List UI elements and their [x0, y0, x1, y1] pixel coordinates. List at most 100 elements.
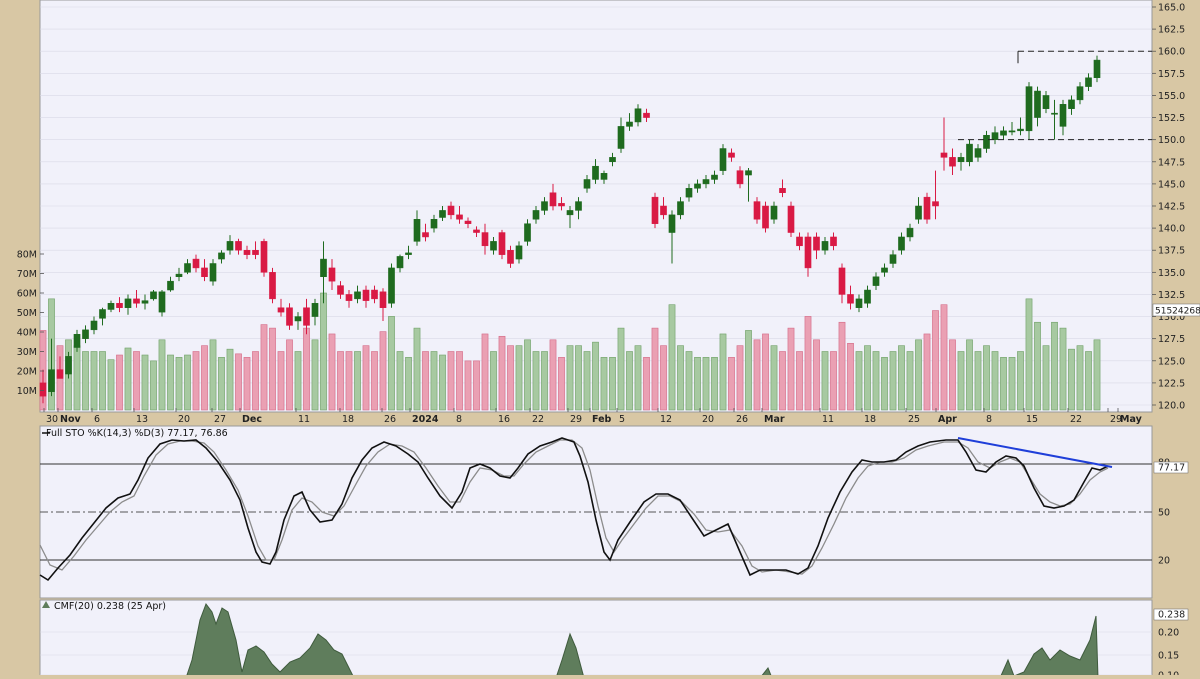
- volume-bar: [354, 351, 361, 411]
- candle-body: [243, 249, 251, 255]
- candle-body: [430, 219, 438, 229]
- date-tick-label: 29: [1110, 414, 1122, 425]
- volume-bar: [694, 357, 701, 411]
- candle-body: [974, 148, 982, 158]
- date-tick-label: 6: [94, 414, 100, 425]
- volume-bar: [515, 345, 523, 411]
- cmf-value-box: [1153, 608, 1189, 621]
- candle-body: [1093, 59, 1101, 79]
- volume-bar: [1025, 298, 1033, 411]
- date-tick-label: 8: [456, 414, 462, 425]
- volume-bar: [243, 357, 251, 411]
- stochastic-d-line: [39, 439, 1109, 575]
- candle-body: [277, 307, 285, 313]
- candle-body: [260, 241, 268, 273]
- candle-body: [1076, 86, 1084, 101]
- volume-bar: [1000, 357, 1007, 411]
- date-tick-label: 8: [986, 414, 992, 425]
- candle-body: [498, 232, 506, 255]
- candle-body: [167, 280, 174, 291]
- volume-axis: 80M 70M 60M 50M 40M 30M 20M 10M: [17, 250, 44, 397]
- candle-body: [745, 170, 752, 176]
- volume-bar: [286, 339, 293, 411]
- candle-body: [702, 179, 710, 185]
- candle-body: [218, 252, 225, 260]
- candle-body: [226, 241, 234, 251]
- candle-body: [133, 298, 140, 304]
- candle-body: [328, 267, 336, 282]
- volume-tick-label: 10M: [17, 386, 37, 397]
- candle-body: [957, 157, 965, 163]
- volume-bar: [609, 357, 616, 411]
- volume-bar: [685, 351, 693, 411]
- date-tick-label: Apr: [938, 414, 957, 425]
- volume-bar: [320, 292, 327, 411]
- volume-bar: [549, 339, 557, 411]
- stochastic-tick-label: 77.17: [1158, 463, 1185, 474]
- candle-body: [949, 157, 956, 167]
- volume-bar: [218, 357, 225, 411]
- date-tick-label: Nov: [60, 414, 81, 425]
- candle-body: [634, 108, 642, 123]
- volume-bar: [201, 345, 208, 411]
- volume-bar: [677, 345, 684, 411]
- volume-bar: [116, 354, 123, 411]
- candle-body: [558, 203, 565, 207]
- candle-body: [507, 249, 514, 264]
- price-tick-label: 155.0: [1158, 91, 1185, 102]
- volume-bar: [711, 357, 718, 411]
- stochastic-trendline: [957, 437, 1113, 468]
- candle-body: [422, 232, 429, 238]
- date-tick-label: Feb: [592, 414, 612, 425]
- candle-body: [379, 291, 387, 308]
- volume-bar: [575, 345, 582, 411]
- candle-body: [311, 303, 319, 317]
- date-tick-label: 11: [822, 414, 834, 425]
- price-tick-label: 122.5: [1158, 378, 1185, 389]
- candle-body: [337, 285, 344, 295]
- volume-bar: [872, 351, 880, 411]
- candle-body: [303, 307, 310, 326]
- volume-bar: [1093, 339, 1101, 411]
- price-tick-label: 140.0: [1158, 224, 1185, 235]
- volume-tick-label: 30M: [17, 347, 37, 358]
- candle-body: [73, 333, 81, 348]
- volume-tick-label: 50M: [17, 308, 37, 319]
- volume-bar: [260, 324, 268, 411]
- date-tick-label: 25: [908, 414, 920, 425]
- candle-body: [847, 294, 854, 304]
- cmf-panel: 0.238 0.20 0.15 0.10 CMF(20) 0.238 (25 Apr): [39, 599, 1189, 679]
- volume-bar: [532, 351, 540, 411]
- candle-body: [770, 205, 778, 220]
- date-tick-label: 20: [178, 414, 190, 425]
- date-tick-label: 26: [384, 414, 396, 425]
- volume-bar: [898, 345, 905, 411]
- price-tick-label: 120.0: [1158, 401, 1185, 412]
- candle-body: [82, 329, 89, 339]
- candle-body: [490, 241, 497, 251]
- candle-body: [626, 121, 633, 127]
- candlesticks: [39, 55, 1101, 404]
- volume-bar: [439, 354, 446, 411]
- candle-body: [269, 272, 276, 300]
- volume-bar: [507, 345, 514, 411]
- volume-bar: [252, 351, 259, 411]
- volume-tick-label: 60M: [17, 289, 37, 300]
- volume-bar: [762, 333, 769, 411]
- volume-bar: [1034, 321, 1041, 411]
- volume-bar: [651, 327, 659, 411]
- date-tick-label: 5: [619, 414, 625, 425]
- candle-body: [838, 267, 846, 295]
- volume-bar: [821, 351, 829, 411]
- date-tick-label: 2024: [412, 414, 439, 425]
- volume-bar: [906, 351, 914, 411]
- candle-body: [56, 369, 64, 379]
- candle-body: [99, 309, 106, 319]
- price-tick-label: 145.0: [1158, 179, 1185, 190]
- volume-bar: [422, 351, 429, 411]
- volume-bar: [99, 351, 106, 411]
- volume-bar: [736, 345, 744, 411]
- candle-body: [660, 205, 667, 216]
- date-tick-label: 16: [498, 414, 510, 425]
- candle-body: [694, 183, 701, 189]
